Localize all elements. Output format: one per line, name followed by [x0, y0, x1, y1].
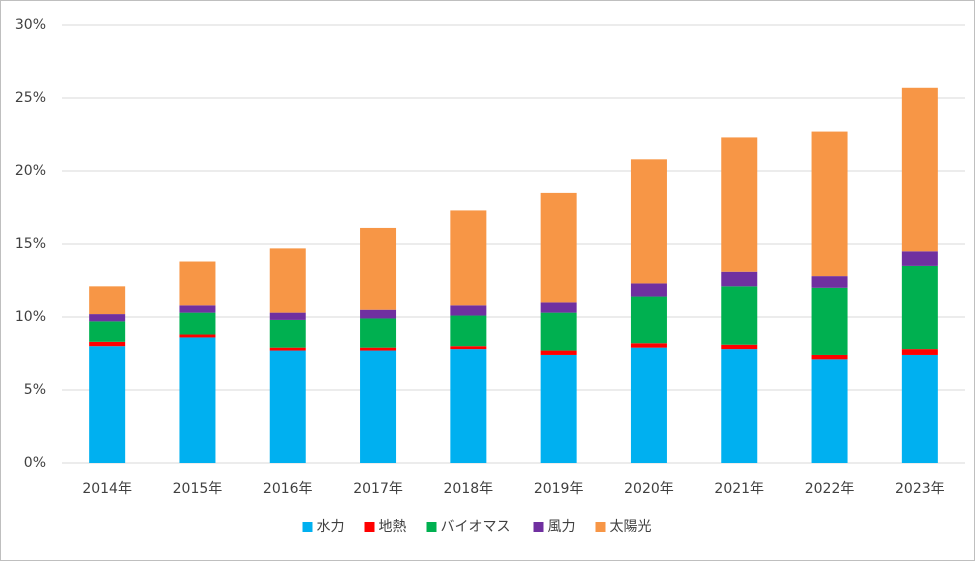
bar-segment	[179, 334, 216, 338]
bar-segment	[450, 210, 487, 306]
y-tick-label: 15%	[15, 236, 46, 252]
bar-segment	[450, 305, 487, 316]
legend-marker	[533, 522, 544, 532]
legend-marker	[426, 522, 437, 532]
bar-segment	[179, 337, 216, 463]
legend-label: 水力	[317, 519, 345, 535]
bar-segment	[540, 312, 577, 351]
x-tick-label: 2015年	[173, 481, 223, 497]
bar-segment	[540, 302, 577, 313]
bar-segment	[901, 354, 938, 463]
bar-segment	[811, 354, 848, 360]
bar-segment	[89, 346, 126, 463]
y-tick-label: 0%	[24, 455, 46, 471]
bar-segment	[811, 287, 848, 355]
bar-segment	[89, 286, 126, 315]
y-tick-label: 10%	[15, 309, 46, 325]
bar-segment	[901, 251, 938, 266]
bar-segment	[630, 296, 667, 344]
bar-segment	[721, 344, 758, 350]
legend-marker	[595, 522, 606, 532]
bar-segment	[269, 319, 306, 348]
y-tick-label: 5%	[24, 382, 46, 398]
bar-segment	[89, 341, 126, 347]
y-tick-label: 25%	[15, 90, 46, 106]
x-tick-label: 2022年	[805, 481, 855, 497]
bar-segment	[269, 248, 306, 313]
x-tick-label: 2023年	[895, 481, 945, 497]
y-tick-label: 20%	[15, 163, 46, 179]
bar-segment	[630, 283, 667, 297]
legend-marker	[302, 522, 313, 532]
legend-label: バイオマス	[441, 519, 511, 535]
bar-segment	[360, 318, 397, 348]
legend-label: 太陽光	[610, 519, 652, 535]
bar-segment	[721, 349, 758, 463]
bar-segment	[540, 354, 577, 463]
bar-segment	[360, 309, 397, 319]
bar-segment	[89, 321, 126, 342]
bar-segment	[179, 261, 216, 306]
bar-segment	[89, 314, 126, 322]
bar-segment	[540, 350, 577, 355]
bar-segment	[269, 312, 306, 320]
bar-segment	[450, 349, 487, 463]
bar-segment	[721, 271, 758, 287]
bar-segment	[721, 286, 758, 345]
bar-segment	[179, 312, 216, 335]
bar-segment	[630, 347, 667, 463]
bar-segment	[811, 131, 848, 277]
x-tick-label: 2017年	[353, 481, 403, 497]
legend-marker	[364, 522, 375, 532]
bar-segment	[630, 343, 667, 348]
bar-segment	[179, 305, 216, 313]
bar-segment	[901, 349, 938, 355]
bar-segment	[269, 350, 306, 463]
legend-label: 地熱	[379, 519, 407, 535]
bar-segment	[630, 159, 667, 284]
bar-segment	[360, 227, 397, 310]
y-tick-label: 30%	[15, 17, 46, 33]
bar-segment	[269, 347, 306, 351]
x-tick-label: 2018年	[444, 481, 494, 497]
bar-segment	[450, 315, 487, 347]
x-tick-label: 2016年	[263, 481, 313, 497]
x-tick-label: 2021年	[714, 481, 764, 497]
bar-segment	[811, 359, 848, 463]
legend-label: 風力	[548, 519, 576, 535]
bar-segment	[360, 347, 397, 351]
x-tick-label: 2014年	[82, 481, 132, 497]
bar-segment	[360, 350, 397, 463]
bar-segment	[540, 192, 577, 303]
bar-segment	[901, 87, 938, 252]
x-tick-label: 2019年	[534, 481, 584, 497]
bar-segment	[450, 346, 487, 350]
bar-segment	[811, 276, 848, 288]
bar-segment	[721, 137, 758, 272]
x-tick-label: 2020年	[624, 481, 674, 497]
bar-segment	[901, 265, 938, 350]
